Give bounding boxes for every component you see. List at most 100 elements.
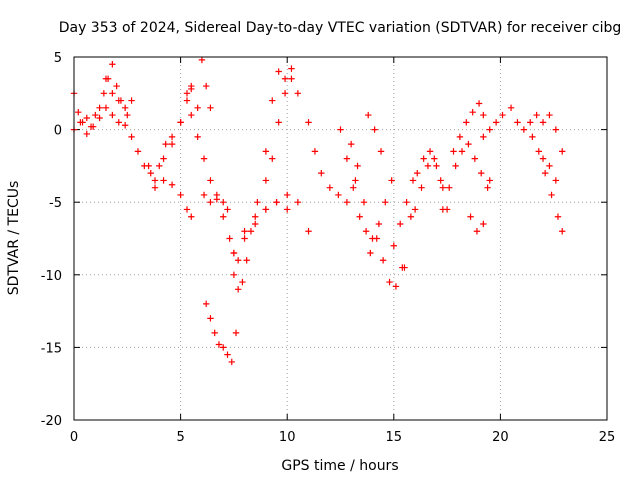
data-point	[83, 114, 90, 122]
y-tick-label: 0	[54, 124, 62, 139]
data-point	[418, 184, 425, 191]
series-arc-12	[241, 191, 312, 235]
data-point	[379, 257, 387, 264]
data-point	[356, 213, 363, 220]
data-point	[456, 133, 464, 141]
data-point	[480, 220, 487, 228]
data-point	[96, 104, 103, 112]
data-point	[252, 220, 259, 228]
data-point	[262, 177, 270, 184]
series-arc-25	[467, 177, 493, 235]
series-arc-18	[365, 111, 385, 155]
data-point	[262, 206, 270, 213]
data-point	[514, 119, 521, 126]
data-point	[360, 199, 368, 206]
data-point	[539, 119, 547, 126]
series-arc-24	[450, 100, 487, 155]
data-point	[96, 114, 103, 122]
data-point	[492, 119, 500, 126]
data-point	[392, 283, 400, 290]
series-arc-11	[230, 75, 302, 293]
data-point	[254, 199, 261, 206]
data-point	[188, 85, 195, 93]
data-point	[473, 228, 481, 235]
data-point	[160, 177, 167, 184]
data-point	[213, 196, 221, 203]
data-point	[499, 111, 506, 119]
data-point	[121, 122, 129, 129]
series-arc-19	[373, 235, 406, 290]
data-point	[546, 162, 553, 170]
data-point	[92, 111, 99, 119]
data-point	[475, 100, 483, 107]
data-point	[305, 228, 312, 235]
data-point	[202, 300, 210, 308]
data-point	[220, 344, 227, 351]
data-point	[188, 111, 195, 119]
data-point	[113, 82, 120, 90]
data-point	[224, 206, 231, 213]
data-point	[365, 111, 372, 119]
grid	[74, 57, 607, 420]
data-point	[486, 126, 493, 133]
data-point	[552, 177, 560, 184]
data-point	[168, 140, 176, 148]
x-tick-label: 10	[279, 430, 296, 445]
data-point	[431, 155, 438, 162]
series-arc-7	[188, 111, 231, 213]
data-point	[262, 148, 270, 155]
plot-frame	[73, 56, 608, 421]
data-point	[83, 130, 90, 138]
data-point	[224, 351, 231, 358]
data-point	[284, 206, 291, 213]
data-point	[539, 155, 547, 162]
data-point	[151, 184, 159, 191]
data-point	[202, 82, 210, 90]
data-point	[284, 191, 291, 199]
data-point	[183, 90, 191, 97]
series-arc-6	[151, 177, 195, 220]
data-point	[484, 184, 491, 191]
y-tick-label: -5	[49, 196, 62, 211]
data-point	[559, 148, 566, 155]
y-tick-label: 5	[54, 51, 62, 66]
data-point	[124, 111, 131, 119]
data-point	[388, 177, 395, 184]
data-point	[102, 75, 110, 82]
data-point	[486, 177, 493, 184]
data-point	[390, 242, 397, 249]
series-arc-8	[198, 56, 214, 112]
data-point	[439, 184, 447, 191]
data-point	[275, 68, 282, 75]
tick-labels: 0 5 10 15 20 25 5 0 -5 -10 -15 -20	[41, 51, 616, 445]
series-arc-17	[347, 140, 374, 257]
data-point	[115, 97, 122, 104]
data-point	[401, 264, 408, 271]
x-tick-label: 25	[599, 430, 616, 445]
data-point	[354, 162, 361, 170]
data-point	[350, 184, 357, 191]
data-point	[252, 213, 259, 220]
data-point	[318, 169, 325, 177]
data-point	[386, 278, 393, 286]
data-point	[230, 271, 238, 278]
data-point	[480, 133, 487, 141]
data-point	[177, 119, 184, 126]
data-point	[343, 199, 351, 206]
x-tick-label: 20	[492, 430, 509, 445]
data-point	[465, 140, 472, 148]
data-point	[207, 177, 214, 184]
data-point	[207, 315, 214, 322]
data-point	[89, 123, 97, 130]
data-point	[220, 199, 227, 206]
data-point	[102, 104, 110, 112]
data-point	[409, 177, 417, 184]
data-point	[134, 148, 142, 155]
data-point	[109, 111, 116, 119]
series-arc-1	[70, 61, 131, 130]
data-point	[337, 126, 344, 133]
data-point	[109, 90, 116, 97]
series-arc-14	[262, 65, 295, 155]
data-point	[382, 199, 389, 206]
data-point	[121, 104, 129, 112]
